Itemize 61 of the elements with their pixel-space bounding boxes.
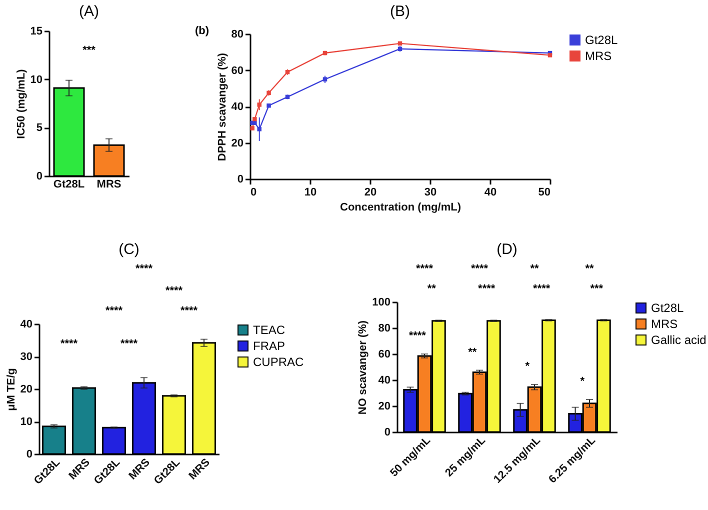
legend-label: Gallic acid [651, 333, 706, 347]
annotation: *** [82, 44, 96, 57]
text: **** [533, 283, 551, 295]
chart-title: (C) [118, 241, 140, 258]
annotation: **** [60, 338, 78, 350]
legend-label: TEAC [253, 323, 286, 337]
text: ** [585, 263, 594, 275]
y-tick-label: 30 [20, 351, 32, 363]
legend-label: Gt28L [585, 33, 618, 47]
y-tick-label: 10 [20, 416, 32, 428]
x-axis-title: Concentration (mg/mL) [340, 202, 462, 214]
y-tick-label: 0 [36, 170, 42, 182]
y-tick-label: 5 [36, 122, 42, 134]
x-tick-label: 50 [538, 186, 550, 198]
chart-title: (A) [79, 3, 99, 20]
text: **** [416, 263, 434, 275]
annotation: ** [468, 346, 478, 358]
y-tick-label: 80 [231, 28, 244, 40]
y-tick-label: 20 [231, 137, 244, 150]
x-tick-label: 10 [304, 186, 317, 198]
text: ** [530, 263, 540, 275]
y-axis-title: DPPH scavanger (%) [216, 52, 228, 162]
annotation: **** [408, 330, 427, 342]
annotation: * [580, 376, 586, 388]
y-axis-title: NO scavanger (%) [357, 320, 370, 415]
y-tick-label: 10 [30, 74, 42, 86]
y-tick-label: 0 [384, 426, 390, 438]
chart-title: (D) [496, 241, 518, 258]
y-tick-label: 80 [378, 322, 390, 334]
y-tick-label: 40 [20, 318, 32, 330]
x-tick-label: 30 [424, 186, 437, 198]
legend-label: CUPRAC [253, 355, 304, 369]
chart-title: (B) [390, 3, 410, 20]
text: **** [165, 285, 184, 297]
text: **** [135, 263, 154, 275]
y-tick-label: 20 [20, 384, 32, 396]
text: *** [590, 283, 604, 295]
y-tick-label: 60 [378, 348, 390, 360]
legend-label: MRS [585, 49, 612, 63]
x-tick-label: 40 [484, 186, 497, 198]
text: (b) [194, 25, 210, 37]
text: ** [427, 283, 437, 295]
annotation: * [525, 360, 530, 373]
text: **** [478, 283, 496, 295]
legend-label: MRS [651, 317, 678, 331]
y-axis-title: μM TE/g [5, 368, 18, 411]
y-tick-label: 40 [378, 374, 390, 386]
text: **** [105, 305, 124, 317]
y-tick-label: 15 [30, 26, 42, 38]
y-axis-title: IC50 (mg/mL) [15, 68, 28, 139]
legend-label: Gt28L [651, 301, 684, 315]
y-tick-label: 20 [378, 400, 390, 412]
x-tick-label: 0 [250, 186, 257, 198]
text: **** [470, 263, 489, 275]
y-tick-label: 40 [231, 101, 244, 113]
legend-label: FRAP [253, 339, 286, 353]
x-tick-label: 20 [364, 186, 377, 198]
y-tick-label: 60 [231, 64, 244, 77]
text: **** [180, 305, 198, 317]
y-tick-label: 100 [372, 296, 390, 308]
annotation: **** [120, 338, 138, 350]
